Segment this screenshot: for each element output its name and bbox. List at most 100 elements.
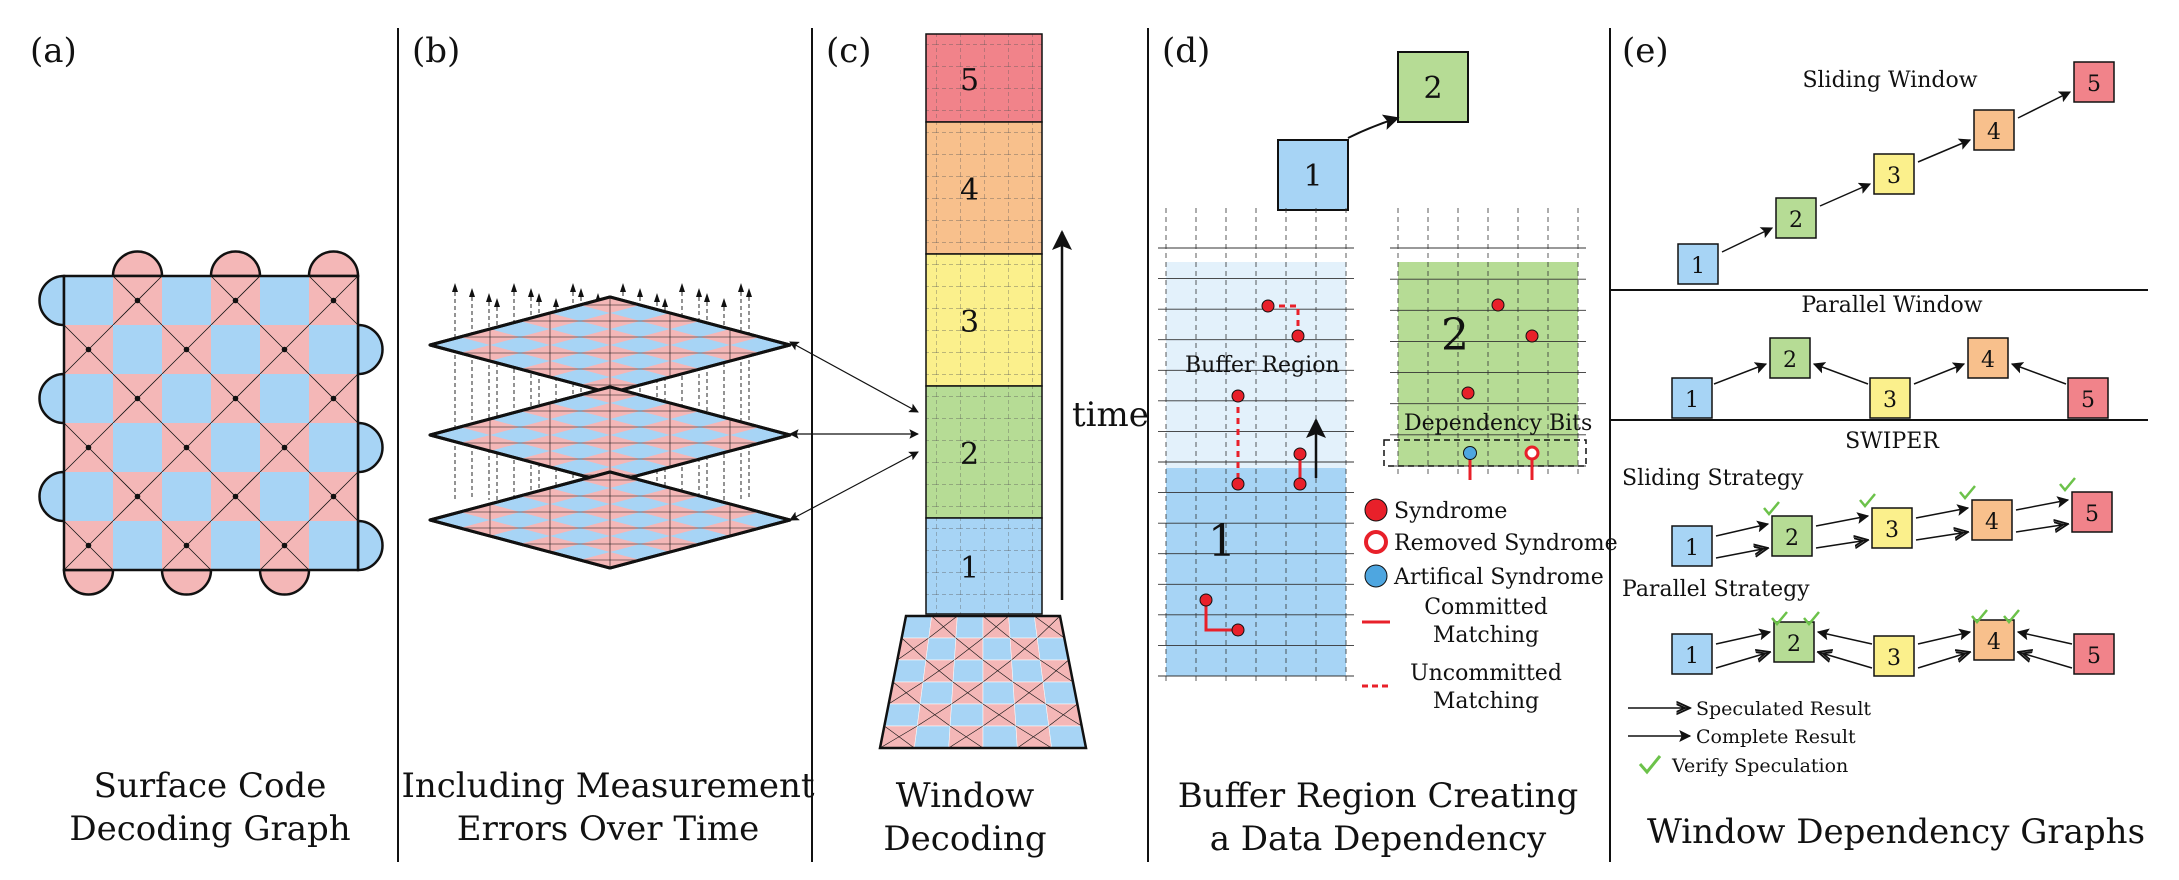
base-tile	[914, 725, 951, 749]
window-box	[1869, 377, 1911, 419]
plaquette	[211, 521, 260, 570]
removed-syndrome-dot	[1524, 445, 1540, 461]
window-box	[1771, 515, 1813, 557]
panel-a-caption-line1: Surface Code	[94, 766, 327, 806]
base-tile	[949, 703, 984, 727]
legend-removed: Removed Syndrome	[1394, 531, 1618, 556]
base-edge	[982, 615, 1009, 639]
base-edge	[1011, 637, 1038, 661]
window-box	[1677, 243, 1719, 285]
plaquette	[64, 276, 113, 325]
time-line-arrowhead	[536, 293, 542, 302]
window-box-label: 3	[1885, 518, 1899, 543]
dep-box-1-label: 1	[1303, 159, 1322, 194]
boundary-cap	[209, 250, 262, 278]
check-icon	[1971, 609, 1988, 624]
check-icon	[1763, 501, 1780, 516]
base-edge	[1039, 659, 1074, 683]
plaquette	[309, 325, 358, 374]
graph-node	[281, 346, 288, 353]
window-2-number: 2	[1441, 310, 1469, 361]
panel-c-caption-line1: Window	[896, 776, 1034, 816]
committed-matching-2	[1204, 600, 1238, 632]
syndrome-dot	[1199, 593, 1213, 607]
base-edge	[982, 703, 1015, 727]
window-box	[1967, 337, 2009, 379]
plaquette	[113, 521, 162, 570]
base-edge	[982, 615, 1011, 639]
plaquette	[260, 472, 309, 521]
base-edge	[931, 615, 957, 639]
panel-d-legend: Syndrome Removed Syndrome Artifical Synd…	[1362, 498, 1618, 714]
parallel-strategy-label: Parallel Strategy	[1622, 577, 1810, 602]
panel-a: (a) Surface Code Decoding Graph	[30, 31, 384, 849]
window-base-code	[878, 614, 1088, 750]
time-line-arrowhead	[696, 288, 702, 297]
base-edge	[1012, 681, 1047, 705]
window-number: 1	[960, 551, 979, 586]
base-edge	[879, 725, 918, 749]
boundary-cap	[38, 274, 66, 327]
panel-e: (e) Sliding Window Parallel Window SWIPE…	[1610, 31, 2148, 852]
window-box-label: 5	[2085, 502, 2099, 527]
legend-artificial: Artifical Syndrome	[1393, 565, 1604, 590]
legend-verify: Verify Speculation	[1671, 755, 1848, 777]
complete-arrow	[1917, 628, 1972, 645]
legend-syndrome-icon	[1364, 498, 1388, 522]
check-icon	[1803, 611, 1820, 626]
graph-node	[232, 395, 239, 402]
panel-b: (b) Including Measurement Errors Over Ti…	[401, 31, 814, 849]
base-tile	[1008, 615, 1038, 639]
time-line-arrowhead	[620, 283, 626, 292]
base-tile	[982, 637, 1012, 661]
window-grid	[926, 254, 1042, 386]
panel-d-label: (d)	[1162, 31, 1210, 71]
graph-node	[183, 346, 190, 353]
syndrome-dot	[1261, 299, 1275, 313]
window-box	[1671, 633, 1713, 675]
base-tile	[952, 659, 984, 683]
base-border	[878, 614, 1088, 750]
check-icon	[1859, 493, 1876, 508]
complete-arrow	[1812, 362, 1869, 385]
syndrome-dot	[1525, 329, 1539, 343]
base-edge	[982, 659, 1014, 683]
base-edge	[922, 659, 955, 683]
surface-code-graph	[38, 250, 384, 596]
syndrome-dot	[1231, 477, 1245, 491]
graph-node	[330, 297, 337, 304]
speculated-arrow	[1715, 652, 1770, 669]
syndrome-dot	[1293, 447, 1307, 461]
time-line-arrowhead	[486, 293, 492, 302]
syndrome-dot	[1231, 623, 1245, 637]
plaquette	[211, 423, 260, 472]
time-line-arrowhead	[511, 283, 517, 292]
base-edge	[888, 681, 924, 705]
panel-d-caption-line1: Buffer Region Creating	[1178, 776, 1579, 816]
time-line-arrowhead	[679, 283, 685, 292]
time-line-arrowhead	[570, 283, 576, 292]
base-edge	[1048, 703, 1078, 727]
legend-complete: Complete Result	[1696, 726, 1856, 748]
window-number: 3	[960, 305, 979, 340]
window-box	[2073, 61, 2115, 103]
base-tile	[982, 681, 1015, 705]
layer-border	[428, 470, 792, 570]
dep-box-1	[1277, 139, 1349, 211]
legend-committed-line1: Committed	[1424, 595, 1548, 620]
base-tile	[919, 681, 954, 705]
plaquette	[113, 325, 162, 374]
base-tile	[1042, 681, 1078, 705]
time-line-arrowhead	[704, 293, 710, 302]
base-edge	[982, 659, 1012, 683]
time-line-arrowhead	[494, 298, 500, 307]
window-box	[1871, 507, 1913, 549]
complete-arrow	[1816, 628, 1873, 645]
time-line-arrowhead	[738, 283, 744, 292]
time-line-arrowhead	[469, 288, 475, 297]
panel-a-caption-line2: Decoding Graph	[69, 809, 350, 849]
boundary-cap	[258, 568, 311, 596]
base-tile	[982, 725, 1018, 749]
legend-speculated: Speculated Result	[1696, 698, 1871, 720]
window-box	[2071, 491, 2113, 533]
